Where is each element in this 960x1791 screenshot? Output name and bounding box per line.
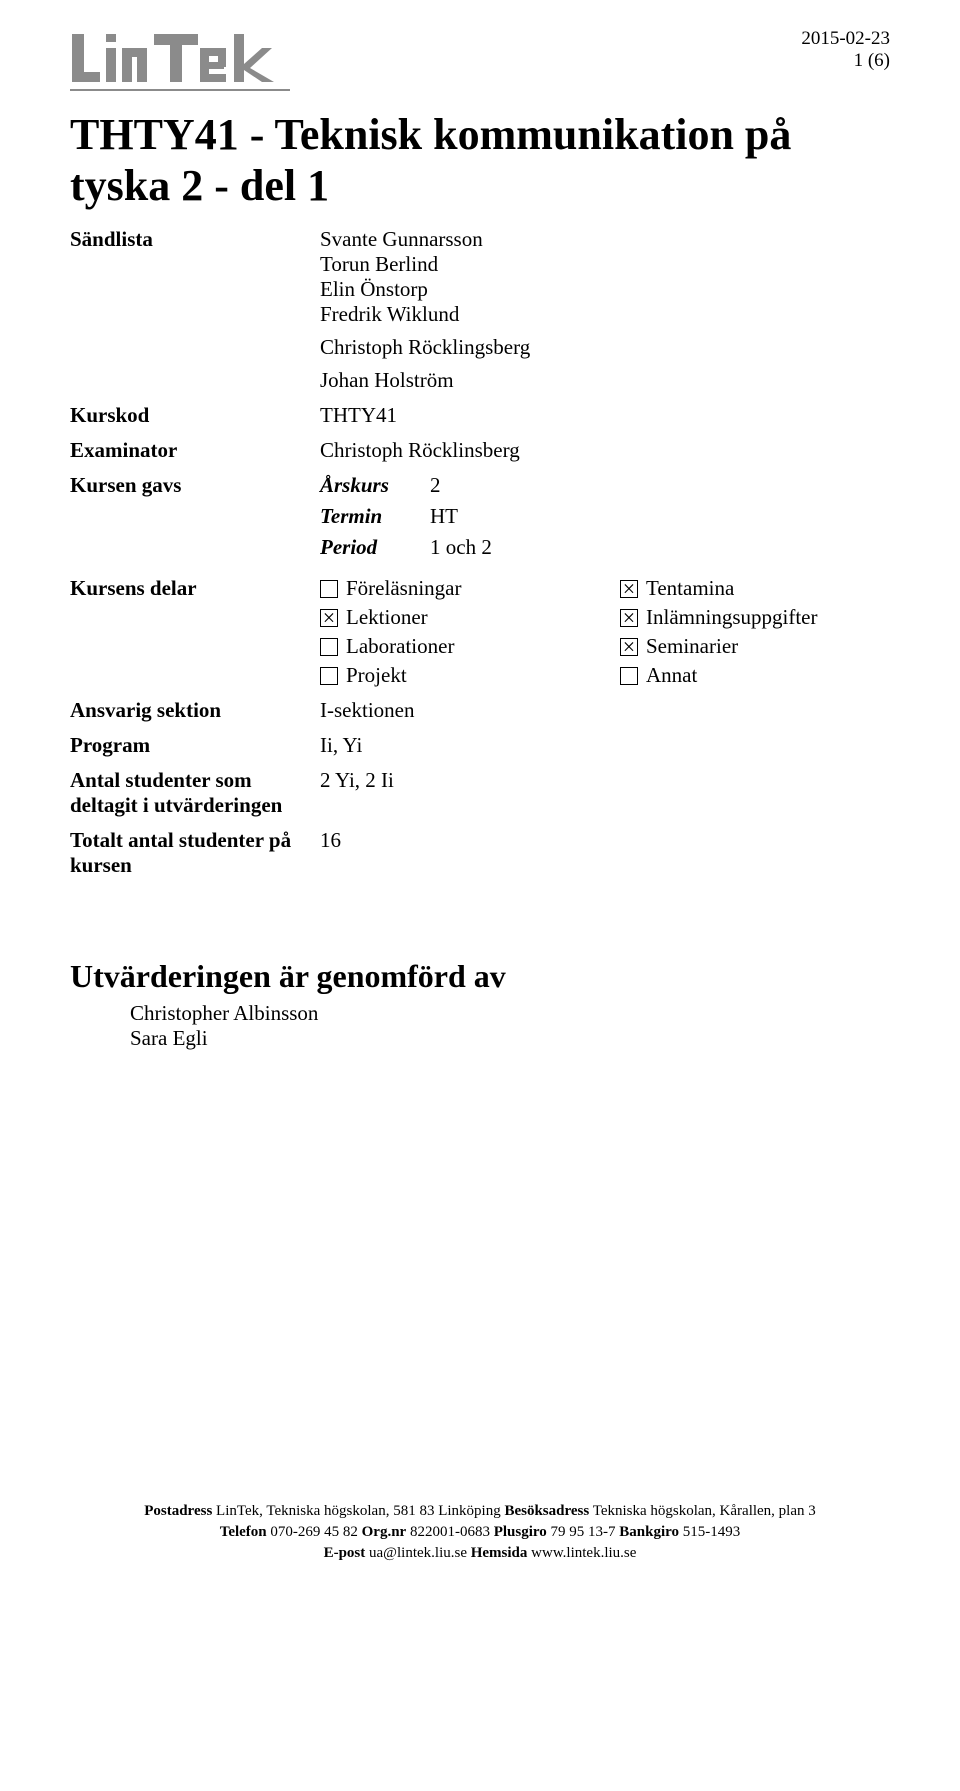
course-part-item: Seminarier xyxy=(620,634,890,659)
course-part-item: Lektioner xyxy=(320,605,590,630)
course-part-label: Föreläsningar xyxy=(346,576,461,601)
header-meta: 2015-02-23 1 (6) xyxy=(801,28,890,72)
checkbox-icon xyxy=(320,638,338,656)
program-label: Program xyxy=(70,733,300,758)
kursens-delar-value: Föreläsningar Tentamina Lektioner Inlämning… xyxy=(320,576,890,688)
totalt-antal-label: Totalt antal studenter på kursen xyxy=(70,828,300,878)
doc-date: 2015-02-23 xyxy=(801,28,890,50)
course-part-label: Seminarier xyxy=(646,634,738,659)
checkbox-icon xyxy=(620,667,638,685)
course-part-label: Annat xyxy=(646,663,697,688)
checkbox-icon xyxy=(320,609,338,627)
sandlista-value: Svante Gunnarsson Torun Berlind Elin Öns… xyxy=(320,227,890,393)
course-part-label: Tentamina xyxy=(646,576,734,601)
checkbox-icon xyxy=(620,580,638,598)
course-part-item: Inlämningsuppgifter xyxy=(620,605,890,630)
kursen-gavs-label: Kursen gavs xyxy=(70,473,300,566)
sandlista-label: Sändlista xyxy=(70,227,300,393)
kursen-gavs-value: Årskurs2 TerminHT Period1 och 2 xyxy=(320,473,890,566)
program-value: Ii, Yi xyxy=(320,733,890,758)
checkbox-icon xyxy=(620,609,638,627)
checkbox-icon xyxy=(320,580,338,598)
checkbox-icon xyxy=(620,638,638,656)
checkbox-icon xyxy=(320,667,338,685)
lintek-logo xyxy=(70,28,290,102)
course-part-label: Laborationer xyxy=(346,634,454,659)
course-part-item: Laborationer xyxy=(320,634,590,659)
course-part-label: Inlämningsuppgifter xyxy=(646,605,817,630)
evaluators: Christopher Albinsson Sara Egli xyxy=(130,1001,890,1051)
course-part-item: Föreläsningar xyxy=(320,576,590,601)
examinator-value: Christoph Röcklinsberg xyxy=(320,438,890,463)
footer: Postadress LinTek, Tekniska högskolan, 5… xyxy=(70,1501,890,1564)
course-part-label: Lektioner xyxy=(346,605,428,630)
page-number: 1 (6) xyxy=(801,50,890,72)
kurskod-value: THTY41 xyxy=(320,403,890,428)
course-part-item: Annat xyxy=(620,663,890,688)
examinator-label: Examinator xyxy=(70,438,300,463)
ansvarig-sektion-label: Ansvarig sektion xyxy=(70,698,300,723)
antal-studenter-value: 2 Yi, 2 Ii xyxy=(320,768,890,818)
ansvarig-sektion-value: I-sektionen xyxy=(320,698,890,723)
course-part-item: Tentamina xyxy=(620,576,890,601)
course-part-label: Projekt xyxy=(346,663,407,688)
kursens-delar-label: Kursens delar xyxy=(70,576,300,688)
course-part-item: Projekt xyxy=(320,663,590,688)
evaluation-heading: Utvärderingen är genomförd av xyxy=(70,958,890,995)
totalt-antal-value: 16 xyxy=(320,828,890,878)
page-title: THTY41 - Teknisk kommunikation på tyska … xyxy=(70,110,890,211)
kurskod-label: Kurskod xyxy=(70,403,300,428)
antal-studenter-label: Antal studenter som deltagit i utvärderi… xyxy=(70,768,300,818)
